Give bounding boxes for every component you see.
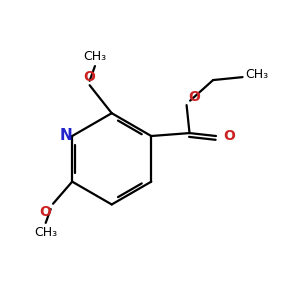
Text: O: O: [84, 70, 96, 84]
Text: CH₃: CH₃: [245, 68, 268, 81]
Text: CH₃: CH₃: [34, 226, 57, 239]
Text: O: O: [40, 205, 52, 219]
Text: CH₃: CH₃: [83, 50, 106, 63]
Text: O: O: [188, 90, 200, 104]
Text: N: N: [59, 128, 72, 143]
Text: O: O: [224, 129, 235, 143]
